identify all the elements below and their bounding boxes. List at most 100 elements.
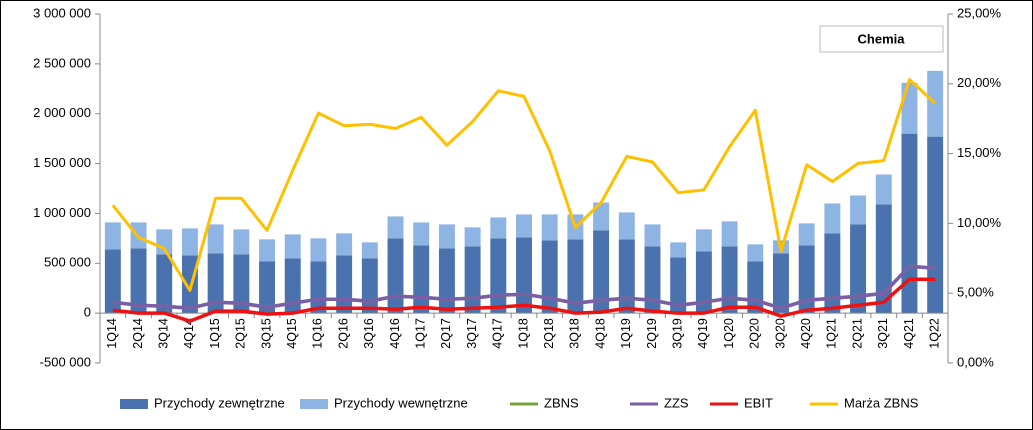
bar [721, 246, 738, 314]
bar [207, 224, 224, 254]
line [112, 277, 936, 323]
x-tick-label: 2Q17 [439, 318, 453, 349]
bar [541, 214, 558, 241]
y-tick-label: 0 [84, 305, 91, 320]
bar [387, 238, 404, 314]
bar [618, 212, 635, 240]
legend-label: Przychody wewnętrzne [334, 395, 468, 410]
bar [464, 227, 481, 247]
x-tick-label: 1Q20 [722, 318, 736, 349]
x-tick-label: 4Q18 [593, 318, 607, 349]
bar [233, 229, 250, 255]
bar [927, 70, 944, 137]
bar [824, 233, 841, 314]
legend-label: EBIT [744, 395, 773, 410]
legend-swatch [300, 399, 328, 409]
y-tick-label: 1 500 000 [33, 155, 91, 170]
bar [413, 245, 430, 314]
bar [438, 248, 455, 314]
x-tick-label: 4Q17 [491, 318, 505, 349]
bar [284, 234, 301, 259]
bar [130, 248, 147, 314]
x-tick-label: 1Q22 [927, 318, 941, 349]
bar [490, 238, 507, 314]
bar [181, 255, 198, 314]
bar [644, 246, 661, 314]
bar [798, 245, 815, 314]
x-tick-label: 1Q19 [619, 318, 633, 349]
bar [516, 237, 532, 314]
y-tick-label: -500 000 [40, 354, 91, 369]
bar [593, 202, 610, 231]
bar [284, 258, 301, 314]
bar [310, 261, 327, 314]
bar [361, 242, 378, 259]
bar [670, 242, 687, 258]
x-tick-label: 3Q17 [465, 318, 479, 349]
x-tick-label: 4Q20 [799, 318, 813, 349]
x-tick-label: 3Q18 [568, 318, 582, 349]
bar [721, 221, 738, 247]
x-tick-label: 4Q15 [285, 318, 299, 349]
bar [310, 238, 327, 262]
bar [490, 217, 507, 239]
line [112, 264, 936, 310]
y2-tick-label: 20,00% [957, 75, 1002, 90]
x-tick-label: 1Q14 [105, 318, 119, 349]
y2-tick-label: 25,00% [957, 5, 1002, 20]
legend-swatch [120, 399, 148, 409]
bar [104, 222, 121, 250]
x-tick-label: 1Q17 [414, 318, 428, 349]
legend-label: ZBNS [544, 395, 579, 410]
bar [695, 251, 712, 314]
bar [207, 253, 224, 314]
bar [927, 136, 944, 314]
x-tick-label: 4Q19 [696, 318, 710, 349]
x-tick-label: 3Q21 [876, 318, 890, 349]
x-tick-label: 3Q14 [157, 318, 171, 349]
bar [438, 224, 455, 249]
y-tick-label: 3 000 000 [33, 5, 91, 20]
bar [618, 239, 635, 314]
x-tick-label: 2Q19 [645, 318, 659, 349]
y2-tick-label: 15,00% [957, 145, 1002, 160]
x-tick-label: 2Q16 [336, 318, 350, 349]
bar [464, 246, 481, 314]
y-tick-label: 2 000 000 [33, 105, 91, 120]
x-tick-label: 3Q16 [362, 318, 376, 349]
y-tick-label: 1 000 000 [33, 205, 91, 220]
legend-label: Przychody zewnętrzne [154, 395, 285, 410]
bar [901, 82, 918, 134]
x-tick-label: 2Q15 [234, 318, 248, 349]
bar [593, 230, 610, 314]
x-tick-label: 2Q20 [748, 318, 762, 349]
bar [387, 216, 404, 239]
bar [695, 229, 712, 252]
x-tick-label: 4Q21 [902, 318, 916, 349]
legend-label: Marża ZBNS [844, 395, 919, 410]
bar [747, 244, 764, 262]
bar [413, 222, 430, 246]
y-tick-label: 500 000 [44, 255, 91, 270]
bar [670, 257, 687, 314]
bar [181, 228, 198, 256]
x-tick-label: 2Q21 [850, 318, 864, 349]
bar [875, 204, 892, 314]
bar [233, 254, 250, 314]
y-tick-label: 2 500 000 [33, 55, 91, 70]
bar [336, 255, 353, 314]
x-tick-label: 1Q15 [208, 318, 222, 349]
x-tick-label: 4Q14 [182, 318, 196, 349]
x-tick-label: 1Q18 [516, 318, 530, 349]
bar [259, 239, 275, 262]
y2-tick-label: 5,00% [957, 285, 994, 300]
bar [156, 254, 173, 314]
bar [773, 253, 789, 314]
bar [644, 224, 661, 247]
bar [567, 239, 584, 314]
bar [875, 174, 892, 205]
x-tick-label: 2Q18 [542, 318, 556, 349]
bar [824, 203, 841, 234]
x-tick-label: 4Q16 [388, 318, 402, 349]
